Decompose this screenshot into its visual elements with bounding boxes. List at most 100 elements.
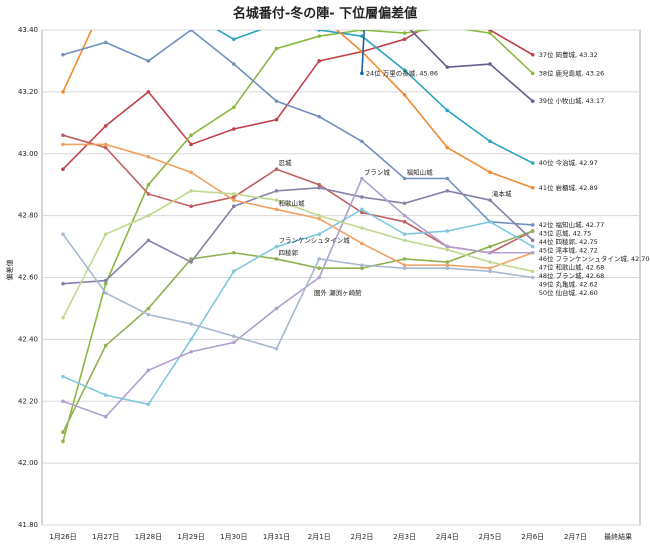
point [232,62,236,66]
point [530,185,535,190]
end-label: 40位 今治城, 42.97 [539,158,598,167]
point [445,244,450,249]
point [488,250,492,255]
point [317,213,322,218]
point [530,238,535,243]
series-line [62,30,534,442]
y-tick-label: 42.40 [18,335,38,343]
point [146,306,151,311]
point [488,30,492,32]
point [61,374,65,379]
point [146,402,151,407]
point [317,30,321,32]
point [402,257,407,261]
series-line [62,177,533,418]
point [274,117,279,122]
point [402,201,407,206]
series-line [62,30,534,170]
point [232,204,236,209]
point [402,220,407,224]
point [402,266,407,271]
point [402,37,407,42]
point [402,232,407,236]
inline-label: フランケンシュタイン城 [279,236,351,245]
point [189,337,193,342]
point [317,275,322,280]
x-tick-label: 2月1日 [308,533,331,541]
inline-label: 滝本城 [492,189,512,198]
point [61,52,65,57]
inline-label: 福知山城 [407,168,434,177]
point [146,312,151,317]
point [232,269,236,274]
point [274,167,279,172]
point [445,145,450,150]
series-line [62,186,534,285]
point [189,142,193,147]
end-label: 43位 忍城, 42.75 [539,228,592,237]
point [530,269,535,274]
point [61,232,65,236]
inline-label: 忍城 [279,159,293,167]
x-tick-label: 1月27日 [92,533,119,541]
x-tick-label: 2月3日 [393,533,416,541]
point [146,155,151,159]
end-label: 37位 岡豊城, 43.32 [539,50,598,59]
x-tick-label: 2月7日 [564,533,587,541]
point [189,260,193,264]
point [402,68,407,73]
point [61,399,65,404]
x-tick-label: 最終結果 [604,532,632,541]
point [232,334,236,339]
point [360,195,364,199]
point [360,176,364,181]
end-label: 49位 丸亀城, 42.62 [539,279,598,288]
x-tick-label: 1月29日 [177,533,204,541]
point [360,207,364,212]
series-line [62,30,533,189]
point [360,226,364,230]
x-tick-label: 2月4日 [436,533,459,541]
point [317,182,322,187]
point [488,220,492,224]
x-tick-label: 2月6日 [521,533,544,541]
point [103,343,108,348]
end-label: 42位 福知山城, 42.77 [539,220,605,229]
point [232,105,236,110]
point [317,257,322,261]
series-line [63,143,533,270]
point [274,198,279,202]
point [61,430,65,434]
point [146,59,151,63]
point [103,145,108,150]
point [488,198,492,202]
point [317,114,322,119]
y-axis-label: 偏差値 [5,260,14,281]
point [445,229,450,233]
y-tick-label: 42.00 [18,459,38,467]
y-tick-label: 41.80 [18,521,38,529]
point [274,99,279,103]
point [274,244,279,249]
point [488,244,492,249]
end-label: 47位 和歌山城, 42.68 [539,262,605,271]
point [232,195,236,199]
point [103,291,108,295]
point [61,439,65,444]
point [530,161,535,165]
point [488,170,492,175]
end-label: 38位 鹿児島城, 43.26 [539,68,605,77]
point [146,213,151,218]
point [530,229,535,233]
series-line [62,233,533,350]
y-tick-label: 43.00 [18,150,38,158]
point [232,250,236,255]
point [103,232,108,236]
x-tick-label: 2月2日 [350,533,373,541]
point [232,198,236,202]
point [445,189,450,193]
point [103,281,108,286]
point [189,322,193,326]
point [61,133,65,137]
